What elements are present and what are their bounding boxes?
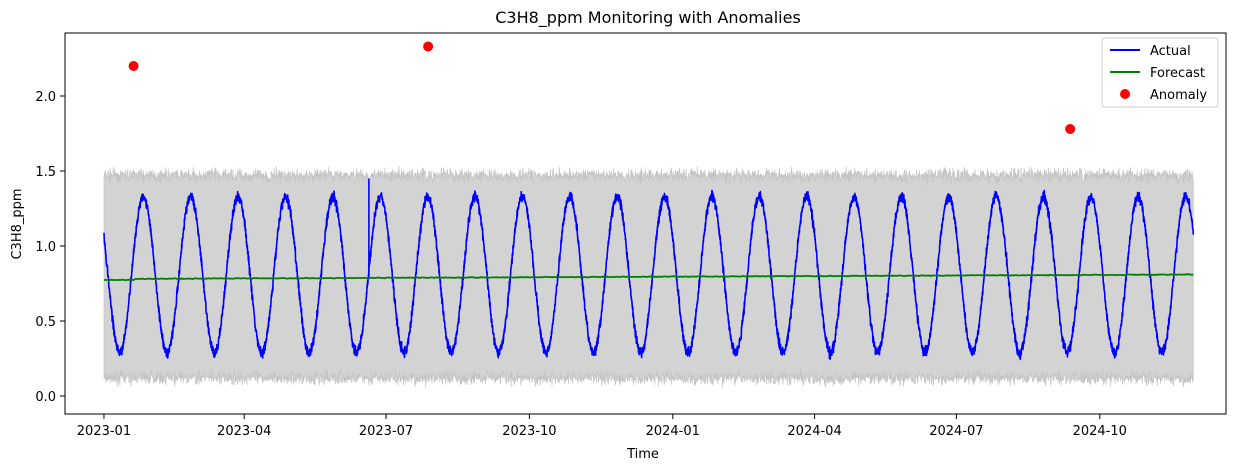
x-axis-label: Time: [626, 447, 659, 462]
y-tick-label-3: 1.5: [35, 165, 56, 180]
anomaly-point-2: [423, 41, 434, 52]
plot-frame: [64, 32, 1227, 415]
legend-actual-label: Actual: [1150, 44, 1191, 59]
legend-anomaly-marker: [1120, 89, 1130, 99]
y-tick-label-1: 0.5: [35, 315, 56, 330]
anomaly-point-3: [1065, 124, 1076, 134]
y-tick-label-4: 2.0: [35, 90, 56, 105]
legend-forecast-label: Forecast: [1150, 66, 1205, 81]
x-tick-label-1: 2023-04: [217, 424, 271, 439]
plot-area: [103, 41, 1195, 388]
x-tick-label-2: 2023-07: [359, 424, 413, 439]
x-tick-label-5: 2024-04: [787, 424, 841, 439]
y-tick-label-2: 1.0: [35, 240, 56, 255]
y-tick-label-0: 0.0: [35, 390, 56, 405]
legend-anomaly-label: Anomaly: [1150, 88, 1207, 103]
anomaly-point-1: [128, 61, 139, 71]
series-forecast: [103, 273, 1194, 282]
series-actual: [103, 189, 1195, 361]
x-tick-label-3: 2023-10: [502, 424, 556, 439]
y-axis: 0.0 0.5 1.0 1.5 2.0: [35, 90, 65, 405]
x-tick-label-7: 2024-10: [1073, 424, 1127, 439]
chart-title: C3H8_ppm Monitoring with Anomalies: [495, 8, 801, 28]
x-axis: 2023-01 2023-04 2023-07 2023-10 2024-01 2024-…: [77, 414, 1127, 439]
x-tick-label-0: 2023-01: [77, 424, 131, 439]
legend: Actual Forecast Anomaly: [1101, 37, 1219, 108]
x-tick-label-4: 2024-01: [646, 424, 700, 439]
legend-box: [1101, 37, 1219, 108]
x-tick-label-6: 2024-07: [929, 424, 983, 439]
y-axis-label: C3H8_ppm: [10, 188, 25, 259]
